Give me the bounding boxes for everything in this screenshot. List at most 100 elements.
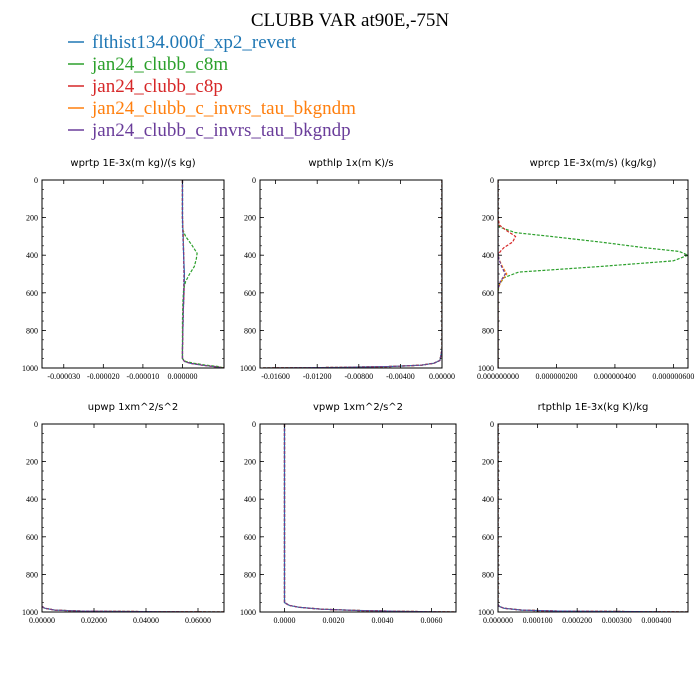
y-tick-label: 800 — [482, 326, 494, 335]
x-tick-label: 0.00000 — [29, 616, 55, 625]
y-tick-label: 0 — [252, 176, 256, 185]
x-tick-label: 0.0020 — [323, 616, 345, 625]
x-tick-label: 0.000000000 — [477, 372, 519, 381]
series-line — [283, 424, 456, 612]
x-tick-label: -0.000030 — [47, 372, 80, 381]
x-tick-label: 0.000000400 — [594, 372, 636, 381]
x-tick-label: -0.01200 — [303, 372, 332, 381]
y-tick-label: 600 — [482, 289, 494, 298]
series-line — [181, 180, 224, 368]
legend-label: jan24_clubb_c8p — [91, 76, 223, 97]
y-tick-label: 200 — [26, 458, 38, 467]
x-tick-label: 0.04000 — [133, 616, 159, 625]
x-tick-label: 0.000000 — [483, 616, 513, 625]
panel-title: upwp 1xm^2/s^2 — [88, 402, 178, 413]
plot-frame — [497, 423, 689, 613]
y-tick-label: 1000 — [240, 608, 256, 617]
y-tick-label: 400 — [244, 495, 256, 504]
y-tick-label: 1000 — [478, 364, 494, 373]
plot-frame — [497, 179, 689, 369]
y-tick-label: 400 — [482, 251, 494, 260]
series-line — [283, 424, 456, 612]
legend-label: flthist134.000f_xp2_revert — [92, 32, 297, 53]
y-tick-label: 1000 — [478, 608, 494, 617]
y-tick-label: 800 — [26, 570, 38, 579]
plot-frame — [41, 423, 225, 613]
series-line — [498, 424, 688, 612]
series-line — [181, 180, 224, 368]
series-line — [498, 424, 688, 612]
y-tick-label: 0 — [34, 176, 38, 185]
chart-panel: wpthlp 1x(m K)/s 0 200 400 600 800 1000 -0.0160… — [240, 158, 455, 381]
chart-panel: rtpthlp 1E-3x(kg K)/kg020040060080010000… — [478, 402, 689, 625]
series-line — [181, 180, 224, 368]
chart-panel: vpwp 1xm^2/s^2 0 200 400 600 800 1000 0.0000 0.0… — [240, 402, 457, 625]
y-tick-label: 400 — [482, 495, 494, 504]
y-tick-label: 0 — [490, 420, 494, 429]
y-tick-label: 600 — [244, 289, 256, 298]
series-line — [263, 180, 442, 368]
series-line — [498, 424, 688, 612]
x-tick-label: 0.06000 — [185, 616, 211, 625]
y-tick-label: 0 — [490, 176, 494, 185]
series-line — [498, 424, 688, 612]
y-tick-label: 200 — [244, 214, 256, 223]
y-tick-label: 800 — [26, 326, 38, 335]
panels: wprtp 1E-3x(m kg)/(s kg) 0 200 400 600 800 100… — [22, 158, 694, 625]
y-tick-label: 400 — [26, 495, 38, 504]
x-tick-label: 0.000300 — [602, 616, 632, 625]
x-tick-label: 0.000000200 — [535, 372, 577, 381]
plot-frame — [41, 179, 225, 369]
y-tick-label: 600 — [26, 289, 38, 298]
y-tick-label: 1000 — [240, 364, 256, 373]
y-tick-label: 0 — [34, 420, 38, 429]
x-tick-label: 0.000000 — [167, 372, 197, 381]
series-line — [263, 180, 442, 368]
panel-title: wprcp 1E-3x(m/s) (kg/kg) — [530, 158, 657, 169]
x-tick-label: -0.00400 — [386, 372, 415, 381]
x-tick-label: -0.01600 — [261, 372, 290, 381]
series-line — [498, 180, 507, 368]
y-tick-label: 1000 — [22, 364, 38, 373]
x-tick-label: -0.00800 — [344, 372, 373, 381]
plot-frame — [259, 179, 443, 369]
x-tick-label: 0.000200 — [562, 616, 592, 625]
x-tick-label: 0.000400 — [641, 616, 671, 625]
y-tick-label: 1000 — [22, 608, 38, 617]
y-tick-label: 400 — [244, 251, 256, 260]
x-tick-label: 0.02000 — [81, 616, 107, 625]
chart-panel: wprcp 1E-3x(m/s) (kg/kg) 0 200 400 600 800 100… — [477, 158, 694, 381]
x-tick-label: 0.000100 — [523, 616, 553, 625]
chart-panel: wprtp 1E-3x(m kg)/(s kg) 0 200 400 600 800 100… — [22, 158, 225, 381]
x-tick-label: -0.000010 — [127, 372, 160, 381]
x-tick-label: 0.0060 — [421, 616, 443, 625]
series-line — [263, 180, 442, 368]
y-tick-label: 200 — [482, 458, 494, 467]
y-tick-label: 400 — [26, 251, 38, 260]
x-tick-label: 0.0040 — [372, 616, 394, 625]
series-line — [181, 180, 224, 368]
series-line — [181, 180, 224, 368]
y-tick-label: 800 — [244, 570, 256, 579]
x-tick-label: -0.000020 — [87, 372, 120, 381]
series-line — [263, 180, 442, 368]
series-line — [283, 424, 456, 612]
series-line — [498, 424, 688, 612]
x-tick-label: 0.00000 — [429, 372, 455, 381]
panel-title: rtpthlp 1E-3x(kg K)/kg — [538, 402, 649, 413]
x-tick-label: 0.000000600 — [652, 372, 694, 381]
series-line — [263, 180, 442, 368]
y-tick-label: 0 — [252, 420, 256, 429]
y-tick-label: 600 — [244, 533, 256, 542]
legend-label: jan24_clubb_c8m — [91, 54, 228, 75]
y-tick-label: 200 — [482, 214, 494, 223]
series-line — [283, 424, 456, 612]
y-tick-label: 800 — [482, 570, 494, 579]
y-tick-label: 800 — [244, 326, 256, 335]
y-tick-label: 200 — [244, 458, 256, 467]
series-line — [283, 424, 456, 612]
legend-label: jan24_clubb_c_invrs_tau_bkgndm — [91, 98, 356, 119]
legend-label: jan24_clubb_c_invrs_tau_bkgndp — [91, 120, 351, 141]
